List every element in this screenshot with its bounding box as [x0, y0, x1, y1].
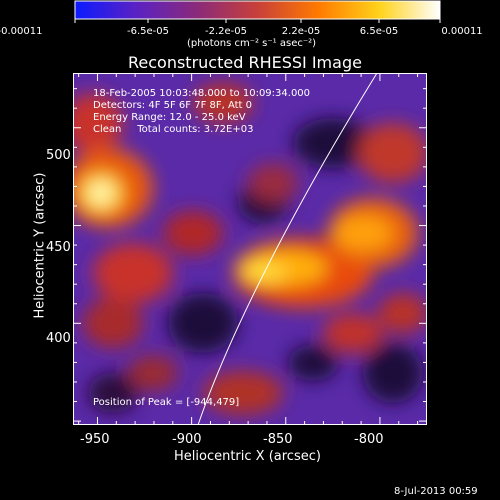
- x-tick-label: -800: [354, 432, 384, 447]
- colorbar-tick-marks: [74, 19, 441, 23]
- colorbar: [74, 0, 441, 23]
- x-tick-label: -900: [172, 432, 202, 447]
- axis-tick-marks: [73, 73, 427, 425]
- plot-frame: [73, 73, 427, 425]
- peak-position-annotation: Position of Peak = [-944,479]: [93, 397, 240, 408]
- x-axis-label: Heliocentric X (arcsec): [174, 449, 321, 464]
- colorbar-tick-label: 2.2e-05: [281, 26, 321, 37]
- colorbar-gradient: [74, 0, 441, 20]
- y-axis-label: Heliocentric Y (arcsec): [32, 172, 48, 319]
- x-tick-label: -850: [263, 432, 293, 447]
- y-tick-label: 400: [46, 331, 71, 346]
- colorbar-units: (photons cm⁻² s⁻¹ asec⁻²): [187, 38, 317, 49]
- colorbar-tick-label: -2.2e-05: [205, 26, 247, 37]
- colorbar-tick-label: -0.00011: [0, 26, 43, 37]
- rhessi-image: [73, 73, 427, 425]
- y-tick-label: 500: [46, 148, 71, 163]
- algorithm-annotation: Clean Total counts: 3.72E+03: [93, 124, 254, 135]
- emission-blobs: [73, 83, 427, 415]
- footer-date: 8-Jul-2013 00:59: [394, 486, 478, 497]
- colorbar-tick-label: 0.00011: [441, 26, 483, 37]
- detectors-annotation: Detectors: 4F 5F 6F 7F 8F, Att 0: [93, 100, 253, 111]
- plot-title: Reconstructed RHESSI Image: [128, 53, 362, 72]
- colorbar-tick-label: 6.5e-05: [359, 26, 399, 37]
- y-tick-label: 450: [46, 240, 71, 255]
- x-tick-label: -950: [80, 432, 110, 447]
- energy-annotation: Energy Range: 12.0 - 25.0 keV: [93, 112, 246, 123]
- colorbar-tick-label: -6.5e-05: [127, 26, 169, 37]
- time-range-annotation: 18-Feb-2005 10:03:48.000 to 10:09:34.000: [93, 88, 311, 99]
- solar-limb-line: [197, 73, 378, 425]
